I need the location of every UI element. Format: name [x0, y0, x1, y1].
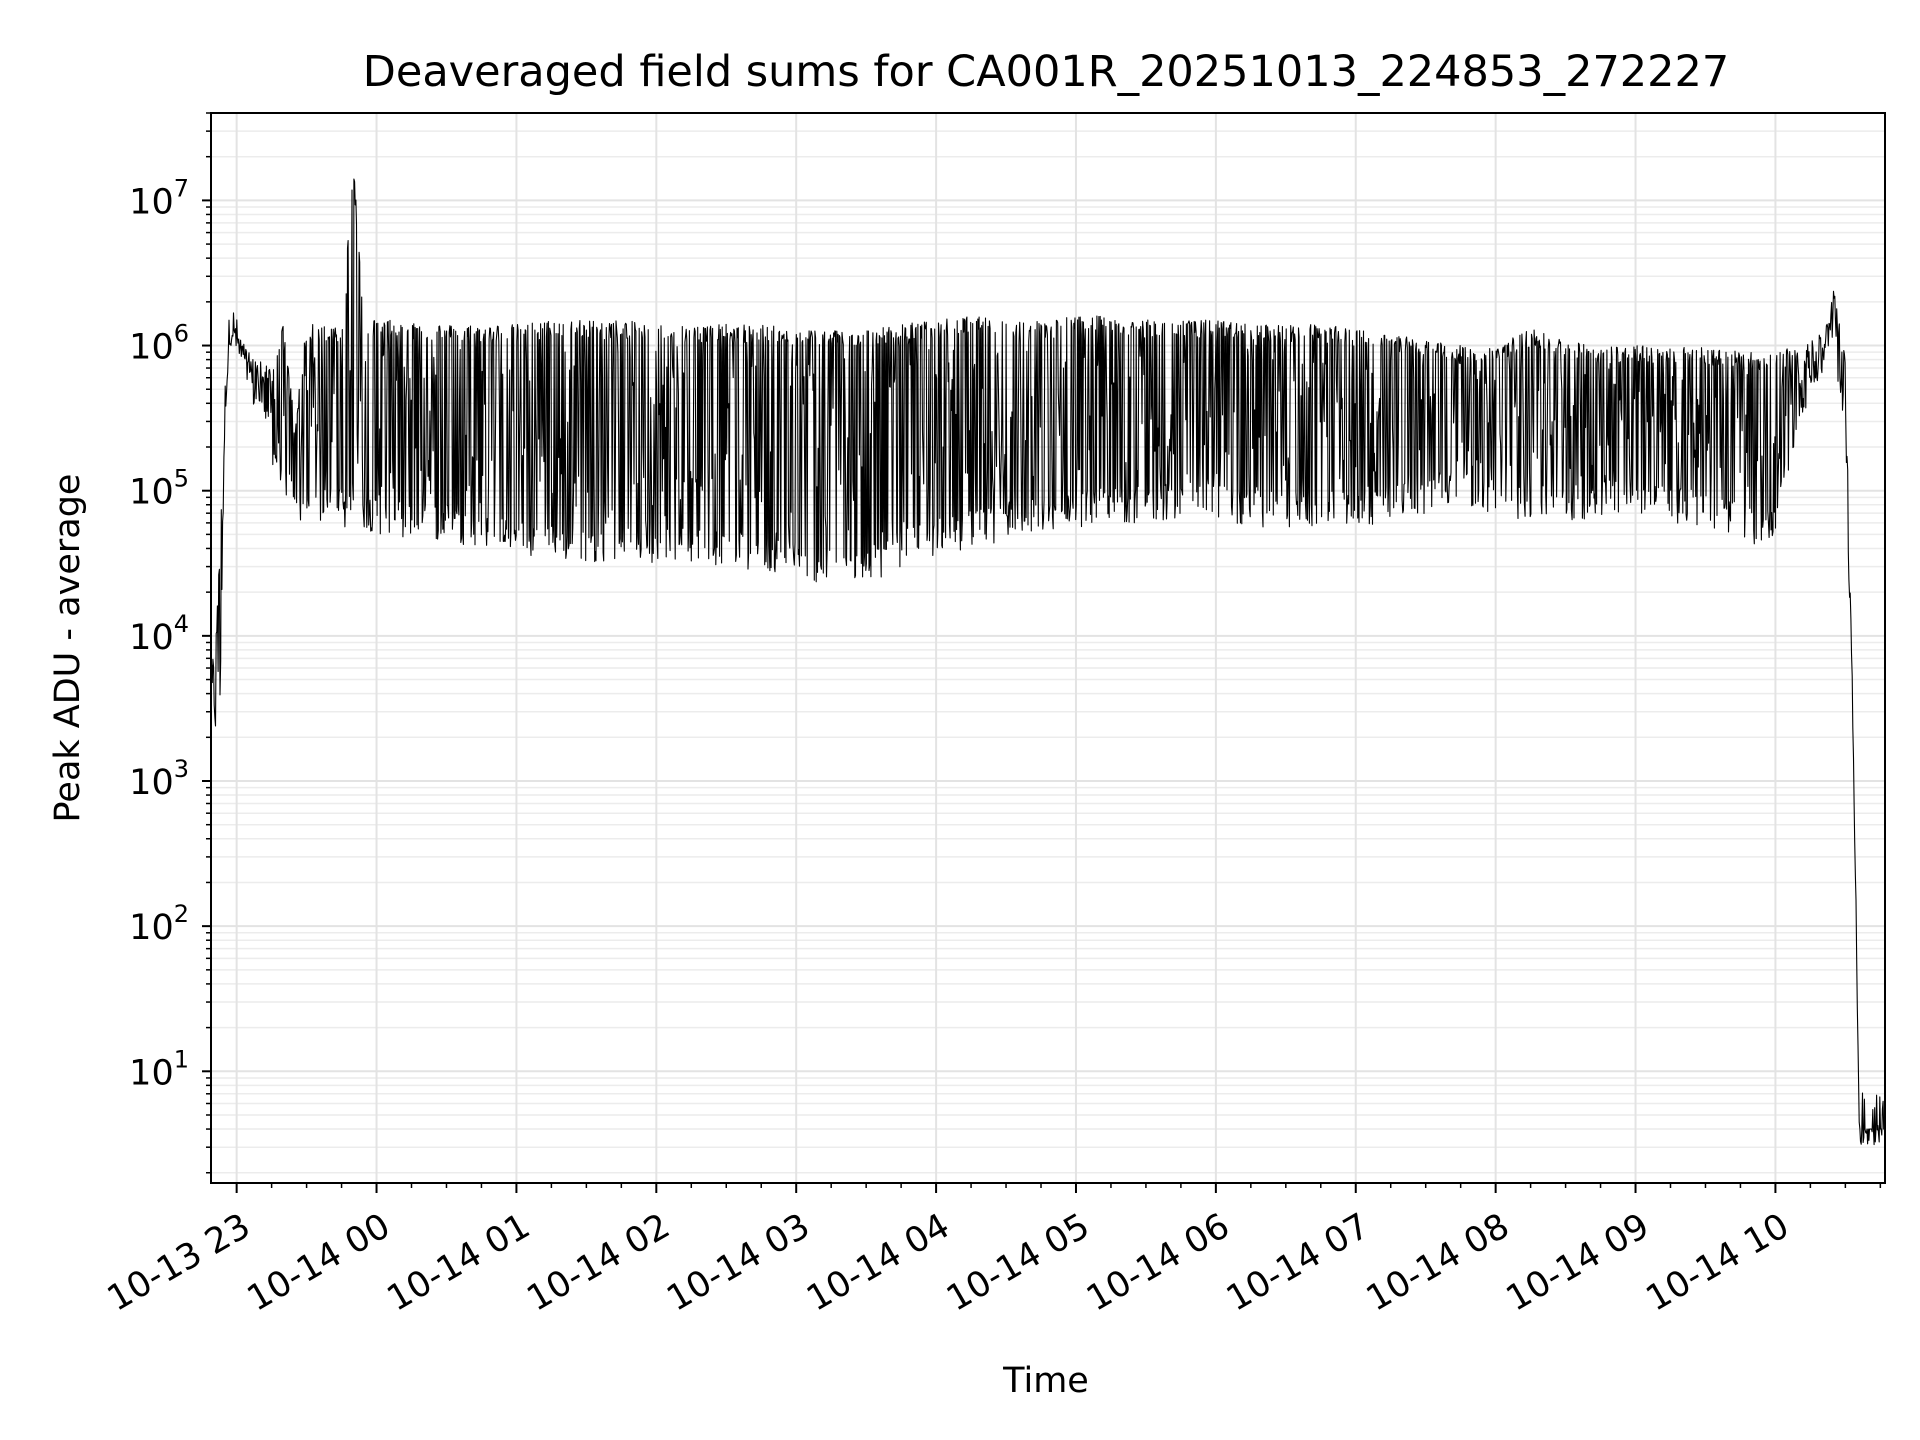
y-tick-label: 102	[129, 900, 189, 948]
plot-frame	[210, 112, 1886, 1184]
y-tick-label: 104	[129, 610, 189, 658]
grid-minor	[211, 112, 1885, 1174]
y-tick-label: 107	[129, 174, 189, 222]
x-axis-label: Time	[1002, 1361, 1089, 1401]
grid-major	[211, 113, 1885, 1183]
y-tick-label: 105	[129, 465, 189, 513]
y-axis-label: Peak ADU - average	[48, 474, 88, 823]
series-group	[210, 178, 1886, 1146]
series-line	[210, 178, 1886, 1146]
y-tick-label: 101	[129, 1045, 189, 1093]
chart-title: Deaveraged field sums for CA001R_2025101…	[363, 47, 1729, 97]
y-tick-label: 103	[129, 755, 189, 803]
y-tick-label: 106	[129, 320, 189, 368]
y-axis: 101 102 103 104 105 106 107	[129, 112, 211, 1174]
